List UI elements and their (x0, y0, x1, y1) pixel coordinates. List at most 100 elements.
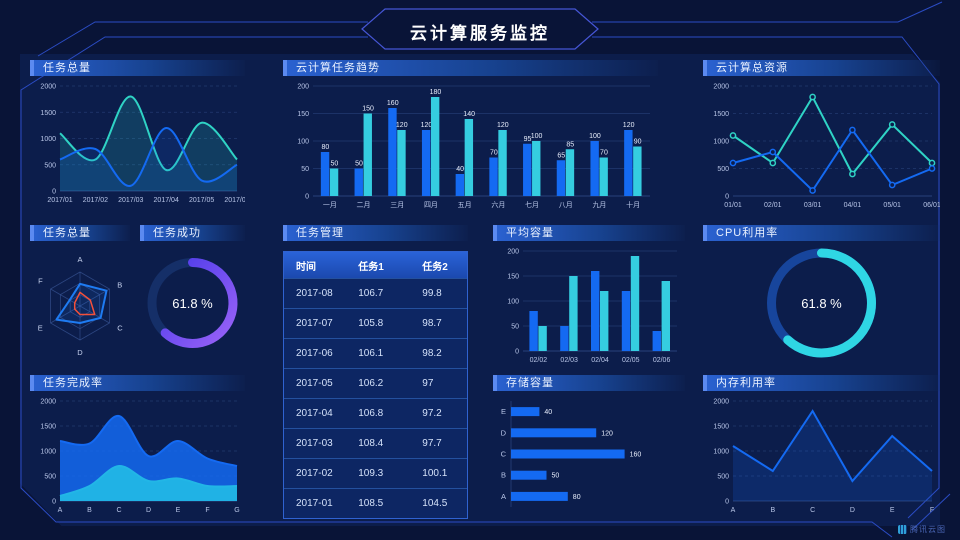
svg-text:D: D (146, 507, 151, 514)
svg-text:B: B (501, 471, 506, 480)
svg-text:160: 160 (387, 100, 399, 107)
table-row: 2017-04 106.8 97.2 (284, 398, 467, 428)
svg-text:120: 120 (396, 122, 408, 129)
panel-title-tasks-total-radar: 任务总量 (30, 225, 130, 241)
table-cell: 2017-01 (296, 498, 333, 509)
svg-text:65: 65 (557, 152, 565, 159)
svg-text:100: 100 (507, 299, 519, 306)
table-cell: 106.2 (358, 378, 384, 389)
svg-text:0: 0 (52, 189, 56, 196)
svg-text:100: 100 (297, 139, 309, 146)
svg-text:2017/01: 2017/01 (47, 197, 72, 204)
svg-text:A: A (731, 507, 736, 514)
svg-text:A: A (58, 507, 63, 514)
svg-text:B: B (770, 507, 775, 514)
svg-text:2017/03: 2017/03 (118, 197, 143, 204)
svg-text:40: 40 (456, 166, 464, 173)
table-cell: 2017-02 (296, 468, 333, 479)
panel-title-memory-usage: 内存利用率 (703, 375, 940, 391)
svg-text:160: 160 (630, 452, 642, 459)
memory-usage-line-chart: 0 500 1000 1500 2000 A B C D E F (703, 391, 940, 515)
task-table-body: 2017-08 106.7 99.8 2017-07 105.8 98.7 2017-06 1… (284, 278, 467, 518)
svg-text:一月: 一月 (323, 201, 337, 209)
svg-text:85: 85 (566, 141, 574, 148)
table-cell: 2017-04 (296, 408, 333, 419)
table-cell: 108.5 (358, 498, 384, 509)
svg-text:01/01: 01/01 (724, 202, 742, 209)
table-header-cell: 时间 (296, 261, 316, 273)
svg-text:二月: 二月 (357, 201, 371, 209)
table-cell: 105.8 (358, 318, 384, 329)
svg-text:1500: 1500 (713, 424, 729, 431)
table-cell: 100.1 (422, 468, 448, 479)
svg-text:2017/06: 2017/06 (224, 197, 245, 204)
svg-text:C: C (810, 507, 815, 514)
svg-text:61.8 %: 61.8 % (801, 296, 842, 311)
panel-title-task-trend: 云计算任务趋势 (283, 60, 658, 76)
svg-text:120: 120 (601, 430, 613, 437)
svg-text:三月: 三月 (390, 201, 404, 209)
table-row: 2017-01 108.5 104.5 (284, 488, 467, 518)
svg-text:0: 0 (52, 499, 56, 506)
svg-text:0: 0 (515, 349, 519, 356)
svg-text:1500: 1500 (40, 424, 56, 431)
svg-text:140: 140 (463, 111, 475, 118)
svg-text:1000: 1000 (713, 449, 729, 456)
svg-text:150: 150 (507, 274, 519, 281)
watermark-label: 腾讯云图 (910, 525, 946, 534)
svg-text:150: 150 (362, 106, 374, 113)
panel-title-task-management: 任务管理 (283, 225, 468, 241)
svg-text:0: 0 (305, 194, 309, 201)
panel-title-task-success: 任务成功 (140, 225, 245, 241)
svg-text:十月: 十月 (626, 200, 640, 209)
svg-text:D: D (77, 348, 83, 357)
svg-text:120: 120 (421, 122, 433, 129)
svg-text:80: 80 (321, 144, 329, 151)
panel-memory-usage: 内存利用率 0 500 1000 1500 2000 A B C D E F (703, 375, 940, 515)
svg-text:150: 150 (297, 111, 309, 118)
panel-title-tasks-total-line: 任务总量 (30, 60, 245, 76)
panel-title-cpu-usage: CPU利用率 (703, 225, 940, 241)
svg-text:80: 80 (573, 494, 581, 501)
svg-text:D: D (501, 428, 507, 437)
svg-text:40: 40 (544, 409, 552, 416)
svg-text:E: E (176, 507, 181, 514)
svg-text:02/01: 02/01 (764, 202, 782, 209)
svg-text:F: F (930, 507, 934, 514)
svg-text:500: 500 (717, 166, 729, 173)
svg-text:02/03: 02/03 (560, 357, 578, 364)
svg-text:C: C (501, 450, 507, 459)
table-cell: 97 (422, 378, 434, 389)
svg-text:70: 70 (600, 150, 608, 157)
table-cell: 104.5 (422, 498, 448, 509)
table-cell: 109.3 (358, 468, 384, 479)
table-cell: 106.8 (358, 408, 384, 419)
svg-text:E: E (890, 507, 895, 514)
panel-task-success: 任务成功 61.8 % (140, 225, 245, 365)
panel-task-trend: 云计算任务趋势 0 50 100 150 200 一月 二月 三月 四月 五月 六月 七月 八月 九月 十月… (283, 60, 658, 210)
table-row: 2017-07 105.8 98.7 (284, 308, 467, 338)
avg-capacity-bar-chart: 0 50 100 150 200 02/02 02/03 02/04 02/05 02/06 (493, 241, 685, 365)
svg-text:C: C (117, 324, 123, 333)
svg-text:2000: 2000 (713, 399, 729, 406)
panel-task-management: 任务管理 时间 任务1 任务2 2017-08 106.7 99.8 2017-07 105… (283, 225, 468, 519)
task-success-donut-chart: 61.8 % (140, 241, 245, 365)
panel-completion-rate: 任务完成率 0 500 1000 1500 2000 A B C D E F G (30, 375, 245, 515)
svg-text:B: B (117, 281, 122, 290)
svg-text:02/06: 02/06 (653, 357, 671, 364)
svg-text:六月: 六月 (491, 200, 505, 209)
table-row: 2017-02 109.3 100.1 (284, 458, 467, 488)
svg-text:02/02: 02/02 (530, 357, 548, 364)
svg-text:G: G (234, 507, 239, 514)
table-header-cell: 任务1 (358, 261, 384, 273)
svg-text:120: 120 (623, 122, 635, 129)
svg-text:61.8 %: 61.8 % (172, 296, 213, 311)
svg-text:90: 90 (634, 139, 642, 146)
svg-text:0: 0 (725, 499, 729, 506)
table-header-cell: 任务2 (422, 261, 448, 273)
svg-text:50: 50 (355, 161, 363, 168)
page-title: 云计算服务监控 (410, 24, 550, 43)
svg-text:1500: 1500 (40, 110, 56, 117)
svg-text:1000: 1000 (40, 136, 56, 143)
tasks-total-line-chart: 0 500 1000 1500 2000 2017/01 2017/02 2017/03 201… (30, 76, 249, 205)
